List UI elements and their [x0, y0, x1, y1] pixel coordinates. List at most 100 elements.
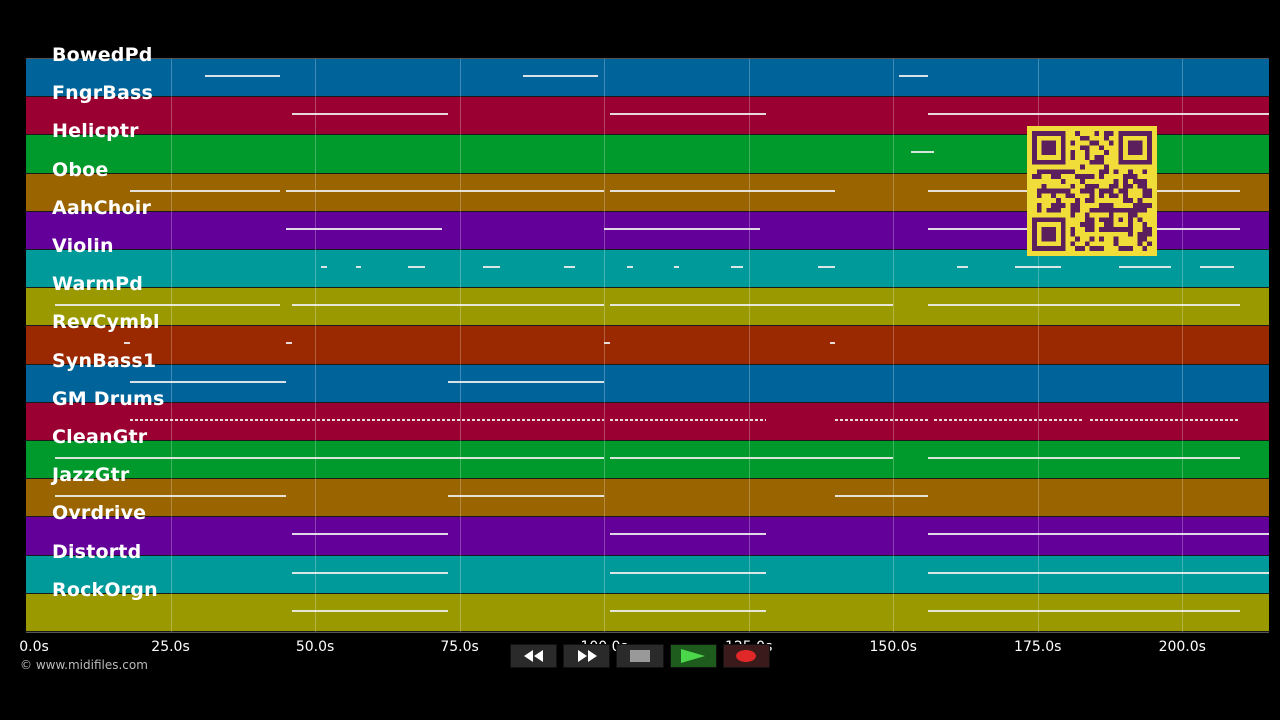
- track-name: RockOrgn: [52, 578, 158, 601]
- track-lane: [26, 326, 1269, 365]
- note-segment: [609, 571, 766, 574]
- note-segment: [673, 266, 680, 269]
- note-segment: [609, 533, 766, 536]
- time-tick-label: 50.0s: [295, 639, 335, 655]
- note-segment: [829, 342, 836, 345]
- note-segment: [1199, 266, 1235, 269]
- note-segment: [54, 304, 281, 307]
- note-segment: [523, 75, 599, 78]
- note-segment: [956, 266, 969, 269]
- note-segment: [291, 609, 449, 612]
- note-segment: [54, 495, 287, 498]
- track-name: Oboe: [52, 158, 109, 181]
- qr-code: [1027, 126, 1157, 256]
- note-segment: [609, 113, 766, 116]
- note-segment: [286, 227, 443, 230]
- track-lane: [26, 288, 1269, 327]
- track-name: WarmPd: [52, 273, 143, 296]
- track-lane: [26, 441, 1269, 480]
- note-segment: [609, 418, 766, 421]
- transport-controls: [510, 644, 771, 669]
- note-segment: [291, 304, 605, 307]
- note-segment: [910, 151, 934, 154]
- play-button[interactable]: [669, 644, 717, 668]
- track-lane: [26, 402, 1269, 441]
- note-segment: [355, 266, 362, 269]
- track-name: AahChoir: [52, 196, 152, 219]
- track-name: FngrBass: [52, 82, 153, 105]
- note-segment: [604, 227, 761, 230]
- note-segment: [835, 418, 928, 421]
- time-tick-label: 25.0s: [151, 639, 190, 655]
- track-name: Ovrdrive: [52, 502, 147, 525]
- note-segment: [933, 418, 1084, 421]
- note-segment: [927, 609, 1241, 612]
- note-segment: [835, 495, 928, 498]
- note-segment: [609, 609, 766, 612]
- track-name: RevCymbl: [52, 311, 160, 334]
- fast-forward-icon: [577, 650, 597, 662]
- time-tick-label: 175.0s: [1014, 639, 1062, 655]
- time-tick-label: 150.0s: [869, 639, 917, 655]
- note-segment: [563, 266, 576, 269]
- grid-line: [315, 59, 317, 632]
- note-segment: [291, 113, 449, 116]
- grid-line: [604, 59, 606, 632]
- note-segment: [609, 457, 894, 460]
- track-name: JazzGtr: [52, 464, 130, 487]
- note-segment: [927, 533, 1269, 536]
- note-segment: [291, 418, 605, 421]
- note-segment: [130, 380, 287, 383]
- track-name: BowedPd: [52, 44, 153, 66]
- track-lane: [26, 555, 1269, 594]
- grid-line: [1182, 59, 1184, 632]
- note-segment: [927, 304, 1241, 307]
- track-name: GM Drums: [52, 387, 165, 410]
- note-segment: [927, 457, 1241, 460]
- track-lane: [26, 593, 1269, 632]
- track-name: CleanGtr: [52, 426, 148, 448]
- note-segment: [1014, 266, 1061, 269]
- note-segment: [604, 342, 610, 345]
- note-segment: [927, 571, 1269, 574]
- track-name: SynBass1: [52, 349, 157, 372]
- note-segment: [927, 113, 1269, 116]
- track-lane: [26, 479, 1269, 518]
- note-segment: [1089, 418, 1241, 421]
- record-button[interactable]: [722, 644, 771, 668]
- play-icon: [681, 649, 706, 663]
- note-segment: [448, 380, 605, 383]
- qr-code-icon: [1032, 131, 1152, 251]
- track-name: Helicptr: [52, 120, 139, 143]
- grid-line: [170, 59, 172, 632]
- stop-button[interactable]: [616, 644, 664, 668]
- note-segment: [731, 266, 743, 269]
- grid-line: [893, 59, 895, 632]
- time-tick-label: 200.0s: [1158, 639, 1206, 655]
- note-segment: [407, 266, 425, 269]
- note-segment: [54, 457, 292, 460]
- time-tick-label: 0.0s: [19, 639, 49, 655]
- note-segment: [291, 457, 605, 460]
- note-segment: [609, 189, 836, 192]
- note-segment: [1118, 266, 1171, 269]
- time-tick-label: 75.0s: [440, 639, 479, 655]
- rewind-icon: [523, 650, 543, 662]
- track-lane: [26, 250, 1269, 289]
- track-lane: [26, 517, 1269, 556]
- note-segment: [124, 342, 131, 345]
- rewind-button[interactable]: [510, 644, 558, 668]
- note-segment: [448, 495, 605, 498]
- track-name: Violin: [52, 235, 114, 257]
- note-segment: [130, 189, 281, 192]
- note-segment: [205, 75, 281, 78]
- track-lane: [26, 364, 1269, 403]
- fast-forward-button[interactable]: [563, 644, 611, 668]
- note-segment: [320, 266, 327, 269]
- note-segment: [130, 418, 292, 421]
- stop-icon: [630, 650, 650, 662]
- grid-line: [459, 59, 461, 632]
- note-segment: [291, 571, 449, 574]
- record-icon: [736, 650, 757, 662]
- grid-line: [1037, 59, 1039, 632]
